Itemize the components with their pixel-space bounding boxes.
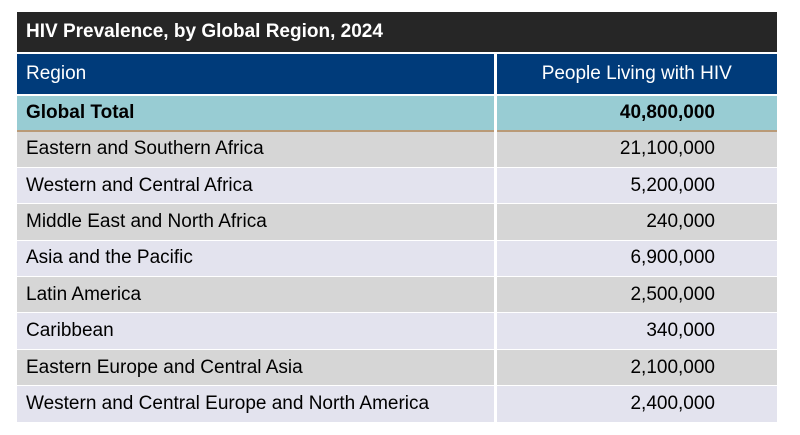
table-row: Asia and the Pacific 6,900,000: [17, 240, 777, 278]
table-row: Western and Central Europe and North Ame…: [17, 385, 777, 423]
hiv-table-card: HIV Prevalence, by Global Region, 2024 R…: [17, 12, 777, 423]
value-cell: 2,500,000: [495, 276, 777, 314]
table-body: Global Total 40,800,000 Eastern and Sout…: [17, 95, 777, 423]
region-cell: Middle East and North Africa: [17, 203, 497, 241]
table-row: Eastern and Southern Africa 21,100,000: [17, 131, 777, 168]
total-value-cell: 40,800,000: [495, 95, 777, 132]
table-title: HIV Prevalence, by Global Region, 2024: [17, 12, 777, 52]
column-header-people-living-with-hiv: People Living with HIV: [495, 52, 777, 96]
table-row: Eastern Europe and Central Asia 2,100,00…: [17, 349, 777, 387]
table-row: Caribbean 340,000: [17, 312, 777, 350]
value-cell: 2,100,000: [495, 349, 777, 387]
header-row: Region People Living with HIV: [17, 52, 777, 96]
region-cell: Eastern and Southern Africa: [17, 131, 497, 168]
region-cell: Western and Central Africa: [17, 167, 497, 205]
value-cell: 6,900,000: [495, 240, 777, 278]
region-cell: Western and Central Europe and North Ame…: [17, 385, 497, 423]
region-cell: Eastern Europe and Central Asia: [17, 349, 497, 387]
total-region-cell: Global Total: [17, 95, 497, 132]
column-header-region: Region: [17, 52, 497, 96]
table-header: Region People Living with HIV: [17, 52, 777, 96]
value-cell: 240,000: [495, 203, 777, 241]
hiv-prevalence-table: Region People Living with HIV Global Tot…: [17, 52, 777, 423]
value-cell: 2,400,000: [495, 385, 777, 423]
region-cell: Caribbean: [17, 312, 497, 350]
value-cell: 340,000: [495, 312, 777, 350]
table-row: Western and Central Africa 5,200,000: [17, 167, 777, 205]
table-row: Middle East and North Africa 240,000: [17, 203, 777, 241]
value-cell: 5,200,000: [495, 167, 777, 205]
value-cell: 21,100,000: [495, 131, 777, 168]
region-cell: Latin America: [17, 276, 497, 314]
table-row: Latin America 2,500,000: [17, 276, 777, 314]
global-total-row: Global Total 40,800,000: [17, 95, 777, 132]
region-cell: Asia and the Pacific: [17, 240, 497, 278]
